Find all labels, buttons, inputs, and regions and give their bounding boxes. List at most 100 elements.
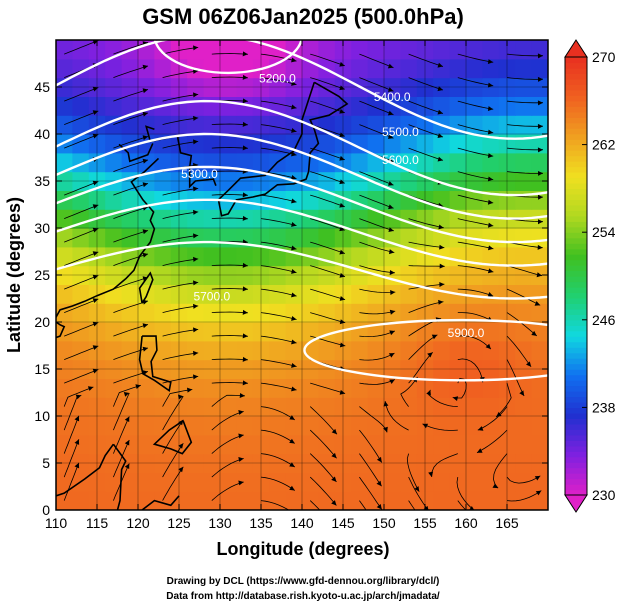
field-cell	[515, 115, 533, 135]
field-cell	[531, 134, 548, 154]
field-cell	[72, 134, 90, 154]
colorbar-segment	[565, 440, 587, 447]
colorbar-segment	[565, 215, 587, 222]
streamline	[310, 147, 345, 161]
wind-arrow	[193, 45, 199, 51]
streamline	[359, 171, 394, 186]
field-cell	[203, 340, 221, 361]
height-contour-line	[56, 132, 548, 220]
wind-arrow	[178, 394, 184, 400]
field-cell	[56, 472, 73, 492]
colorbar-segment	[565, 204, 587, 211]
field-cell	[433, 491, 451, 510]
wind-arrow	[331, 476, 337, 482]
field-cell	[302, 284, 319, 304]
wind-arrow	[536, 272, 542, 278]
wind-arrow	[387, 134, 394, 139]
field-cell	[466, 378, 483, 398]
streamline	[457, 500, 467, 510]
wind-arrow	[487, 129, 494, 135]
field-cell	[531, 58, 548, 79]
wind-arrow	[124, 463, 130, 469]
field-cell	[466, 284, 483, 304]
field-cell	[269, 378, 287, 398]
wind-arrow	[193, 139, 199, 145]
field-cell	[285, 434, 303, 455]
streamline	[457, 124, 494, 134]
colorbar-segment	[565, 303, 587, 310]
wind-arrow	[487, 292, 494, 297]
streamline	[211, 170, 248, 173]
field-cell	[384, 491, 401, 510]
colorbar-segment	[565, 95, 587, 102]
colorbar-segment	[565, 254, 587, 261]
streamline	[457, 100, 494, 110]
field-cell	[482, 322, 500, 342]
wind-arrow	[92, 321, 99, 327]
wind-arrow	[487, 199, 494, 205]
field-cell	[449, 58, 467, 79]
streamline	[113, 42, 149, 55]
field-cell	[449, 246, 467, 267]
field-cell	[56, 228, 73, 248]
y-axis-label: Latitude (degrees)	[4, 197, 24, 353]
streamline	[457, 288, 494, 297]
x-tick-label: 110	[45, 515, 68, 531]
colorbar-segment	[565, 226, 587, 233]
colorbar-frame	[564, 56, 588, 496]
colorbar-segment	[565, 380, 587, 387]
streamline	[64, 134, 99, 149]
streamline	[359, 379, 395, 385]
streamline	[64, 251, 99, 266]
field-cell	[515, 491, 533, 510]
field-cell	[433, 209, 451, 229]
wind-arrow	[142, 64, 149, 70]
wind-arrow	[339, 296, 346, 301]
height-contour-line	[56, 198, 548, 267]
field-cell	[121, 96, 139, 116]
field-cell	[154, 416, 172, 436]
streamline	[113, 206, 149, 219]
streamline	[64, 275, 99, 290]
wind-arrow	[75, 394, 82, 400]
field-cell	[466, 228, 483, 248]
wind-arrow	[487, 106, 494, 111]
streamline	[359, 124, 394, 139]
field-cell	[515, 378, 533, 398]
field-cell	[384, 58, 401, 79]
wind-arrow	[339, 108, 345, 114]
field-cell	[138, 115, 155, 135]
wind-arrow	[487, 59, 494, 64]
wind-arrow	[438, 299, 444, 305]
streamline	[162, 352, 199, 360]
field-cell	[56, 246, 73, 267]
wind-arrow	[376, 504, 382, 510]
field-cell	[56, 340, 73, 361]
field-cell	[531, 209, 548, 229]
colorbar: 230 238 246 254 262 270	[564, 39, 616, 513]
field-cell	[203, 96, 221, 116]
field-cell	[433, 322, 451, 342]
field-cell	[466, 416, 483, 436]
wind-arrow	[289, 438, 295, 444]
wind-arrow	[291, 57, 297, 63]
streamline	[506, 100, 544, 104]
streamline	[162, 47, 199, 55]
wind-arrow	[339, 132, 345, 138]
field-cell	[285, 77, 303, 97]
streamline	[211, 264, 248, 267]
wind-arrow	[537, 100, 544, 106]
x-tick-label: 115	[86, 515, 109, 531]
field-cell	[187, 77, 205, 97]
wind-arrow	[193, 186, 199, 192]
field-cell	[367, 416, 385, 436]
field-cell	[220, 378, 237, 398]
field-cell	[121, 115, 139, 135]
streamline	[457, 358, 484, 383]
wind-arrow	[534, 301, 541, 306]
streamline	[211, 53, 248, 55]
wind-arrow	[193, 327, 199, 333]
streamline	[310, 265, 346, 277]
field-cell	[318, 134, 336, 154]
field-cell	[482, 378, 500, 398]
